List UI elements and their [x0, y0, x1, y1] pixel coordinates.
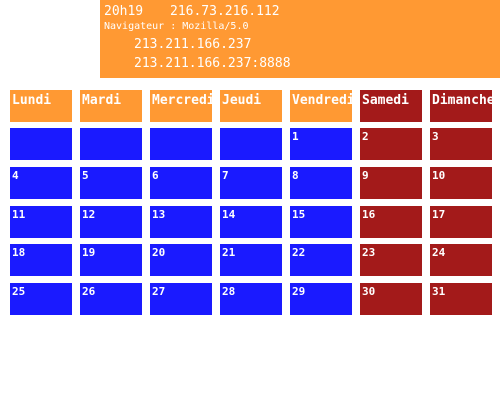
day-cell: 12 — [80, 206, 142, 238]
day-cell: 4 — [10, 167, 72, 199]
day-header: Samedi — [360, 90, 422, 122]
ip: 216.73.216.112 — [170, 4, 280, 19]
day-header: Vendredi — [290, 90, 352, 122]
day-cell: 8 — [290, 167, 352, 199]
day-cell: 18 — [10, 244, 72, 276]
day-cell: 22 — [290, 244, 352, 276]
day-cell: 24 — [430, 244, 492, 276]
day-cell: 3 — [430, 128, 492, 160]
day-cell: 19 — [80, 244, 142, 276]
day-cell: 17 — [430, 206, 492, 238]
day-header: Mardi — [80, 90, 142, 122]
day-cell: 16 — [360, 206, 422, 238]
day-cell: 2 — [360, 128, 422, 160]
day-header: Jeudi — [220, 90, 282, 122]
day-cell: 26 — [80, 283, 142, 315]
day-header: Dimanche — [430, 90, 492, 122]
day-cell — [150, 128, 212, 160]
day-cell — [10, 128, 72, 160]
day-cell: 1 — [290, 128, 352, 160]
host-port: 213.211.166.237:8888 — [134, 56, 291, 71]
day-cell — [220, 128, 282, 160]
day-header: Mercredi — [150, 90, 212, 122]
day-cell: 7 — [220, 167, 282, 199]
day-cell: 13 — [150, 206, 212, 238]
day-cell: 5 — [80, 167, 142, 199]
day-cell: 20 — [150, 244, 212, 276]
day-cell: 29 — [290, 283, 352, 315]
day-cell: 14 — [220, 206, 282, 238]
day-cell — [80, 128, 142, 160]
browser: Navigateur : Mozilla/5.0 — [104, 21, 249, 32]
info-banner: 20h19 216.73.216.112 Navigateur : Mozill… — [100, 0, 500, 78]
day-cell: 9 — [360, 167, 422, 199]
day-cell: 23 — [360, 244, 422, 276]
day-cell: 15 — [290, 206, 352, 238]
day-cell: 10 — [430, 167, 492, 199]
day-cell: 25 — [10, 283, 72, 315]
host: 213.211.166.237 — [134, 37, 252, 52]
day-cell: 21 — [220, 244, 282, 276]
time: 20h19 — [104, 4, 144, 19]
day-cell: 30 — [360, 283, 422, 315]
day-cell: 6 — [150, 167, 212, 199]
day-cell: 28 — [220, 283, 282, 315]
day-cell: 31 — [430, 283, 492, 315]
day-cell: 27 — [150, 283, 212, 315]
day-header: Lundi — [10, 90, 72, 122]
day-cell: 11 — [10, 206, 72, 238]
